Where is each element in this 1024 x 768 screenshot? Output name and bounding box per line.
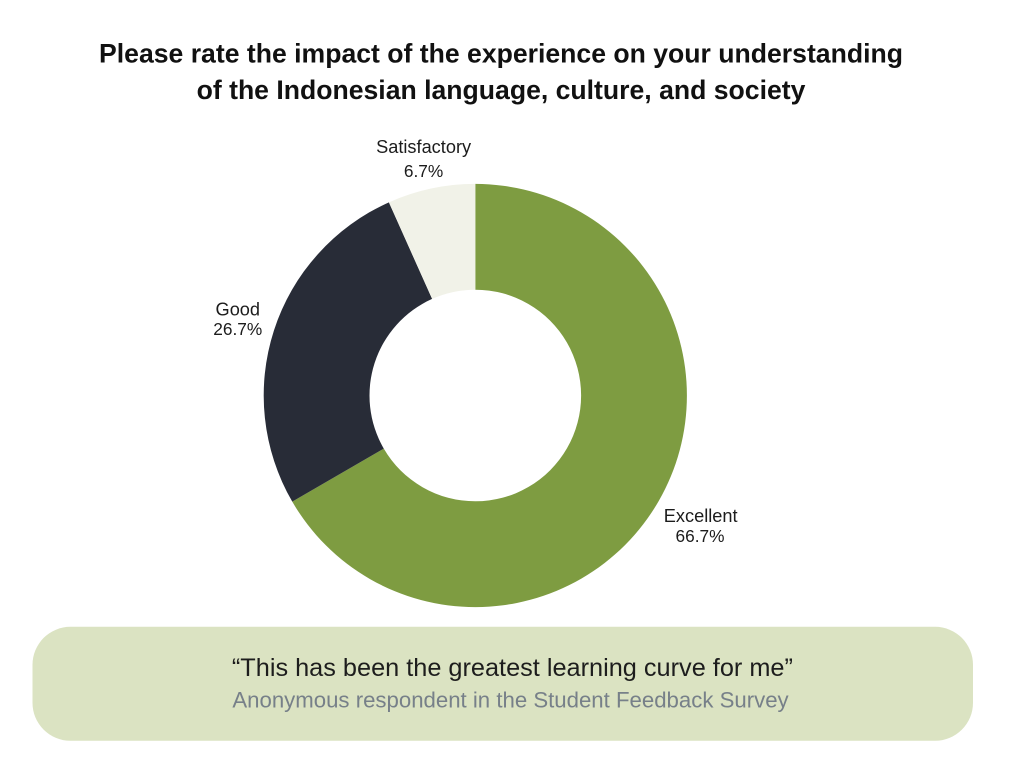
- svg-text:66.7%: 66.7%: [675, 526, 724, 546]
- svg-text:Excellent: Excellent: [664, 506, 738, 526]
- svg-text:Satisfactory: Satisfactory: [376, 137, 472, 157]
- svg-text:26.7%: 26.7%: [213, 319, 262, 339]
- svg-text:Good: Good: [216, 299, 261, 319]
- svg-text:of the Indonesian language, cu: of the Indonesian language, culture, and…: [197, 75, 806, 105]
- svg-text:Anonymous respondent in the St: Anonymous respondent in the Student Feed…: [232, 688, 789, 713]
- svg-text:6.7%: 6.7%: [404, 161, 443, 181]
- svg-text:Please rate the impact of the: Please rate the impact of the experience…: [99, 39, 903, 69]
- svg-text:“This has been the greatest le: “This has been the greatest learning cur…: [232, 654, 793, 682]
